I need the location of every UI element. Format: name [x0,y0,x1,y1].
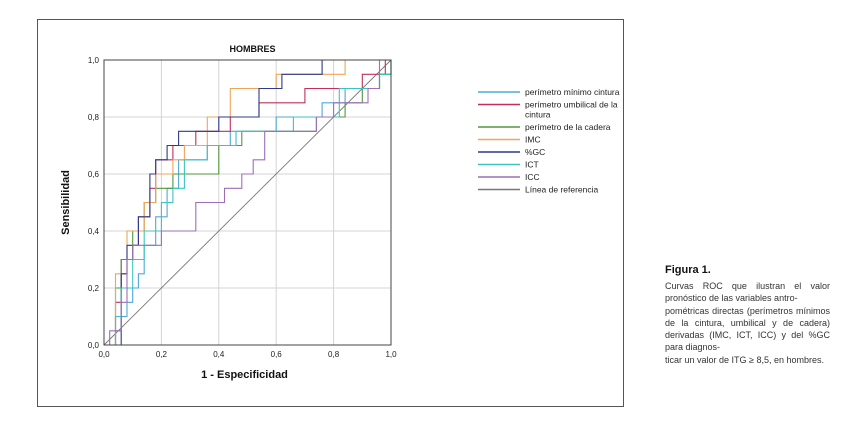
legend: perímetro mínimo cintura perímetro umbili… [478,87,620,195]
legend-label-1: perímetro mínimo cintura [525,87,620,97]
plot-area [103,59,392,346]
y-tick-label: 0,4 [88,227,100,236]
x-tick-label: 0,4 [213,350,225,359]
x-tick-label: 0,8 [328,350,340,359]
roc-chart-frame: 0,0 0,2 0,4 0,6 0,8 1,0 0,0 0,2 0,4 0,6 0,8 1,0 HOM… [37,19,624,407]
legend-label-line: perímetro mínimo cintura [525,87,620,97]
series-line-3 [104,60,392,346]
legend-label-line: %GC [525,147,545,157]
legend-label-line: ICC [525,172,540,182]
legend-label-4: IMC [525,135,541,145]
legend-label-line: Línea de referencia [525,185,599,195]
x-tick-label: 0,6 [271,350,283,359]
roc-chart: 0,0 0,2 0,4 0,6 0,8 1,0 0,0 0,2 0,4 0,6 0,8 1,0 HOM… [60,44,620,381]
legend-label-5: %GC [525,147,545,157]
legend-label-line: perímetro umbilical de la [525,100,618,110]
y-axis-title: Sensibilidad [60,170,72,235]
y-tick-label: 1,0 [88,56,100,65]
ticks: 0,0 0,2 0,4 0,6 0,8 1,0 0,0 0,2 0,4 0,6 0,8 1,0 [88,56,397,359]
reference-layer [103,59,392,346]
x-tick-label: 1,0 [385,350,397,359]
y-tick-label: 0,8 [88,113,100,122]
x-tick-label: 0,0 [98,350,110,359]
figure-caption-text: Curvas ROC que ilustran el valor pronóst… [665,281,830,365]
series-line-6 [104,60,392,346]
legend-label-8: Línea de referencia [525,185,599,195]
chart-title: HOMBRES [229,44,275,54]
x-axis-title: 1 - Especificidad [201,369,288,381]
series-line-5 [104,59,391,346]
series-line-7 [104,59,391,346]
legend-label-line: cintura [525,110,551,120]
legend-label-line: perímetro de la cadera [525,122,611,132]
series-layer [104,59,392,346]
y-tick-label: 0,0 [88,341,100,350]
y-tick-label: 0,6 [88,170,100,179]
y-tick-label: 0,2 [88,284,100,293]
legend-label-line: IMC [525,135,541,145]
reference-line [103,59,392,346]
legend-label-6: ICT [525,160,539,170]
legend-label-line: ICT [525,160,539,170]
legend-label-7: ICC [525,172,540,182]
legend-label-3: perímetro de la cadera [525,122,611,132]
figure-label: Figura 1. [665,264,711,276]
legend-label-2: perímetro umbilical de la cintura [525,100,618,120]
x-tick-label: 0,2 [156,350,168,359]
figure-caption: Figura 1. Curvas ROC que ilustran el val… [665,264,830,366]
